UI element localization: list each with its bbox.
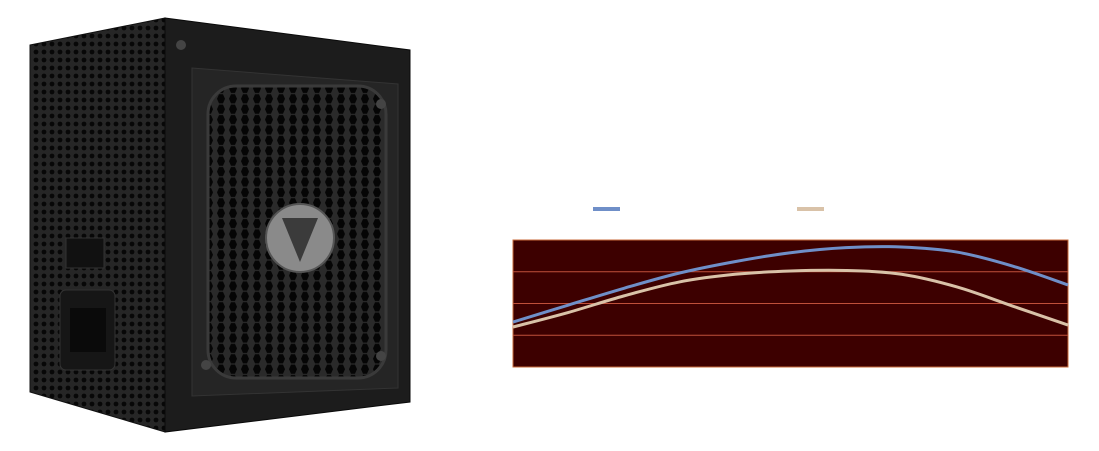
series-line <box>512 245 1069 324</box>
psu-image <box>29 17 411 433</box>
series-line <box>512 268 1069 329</box>
